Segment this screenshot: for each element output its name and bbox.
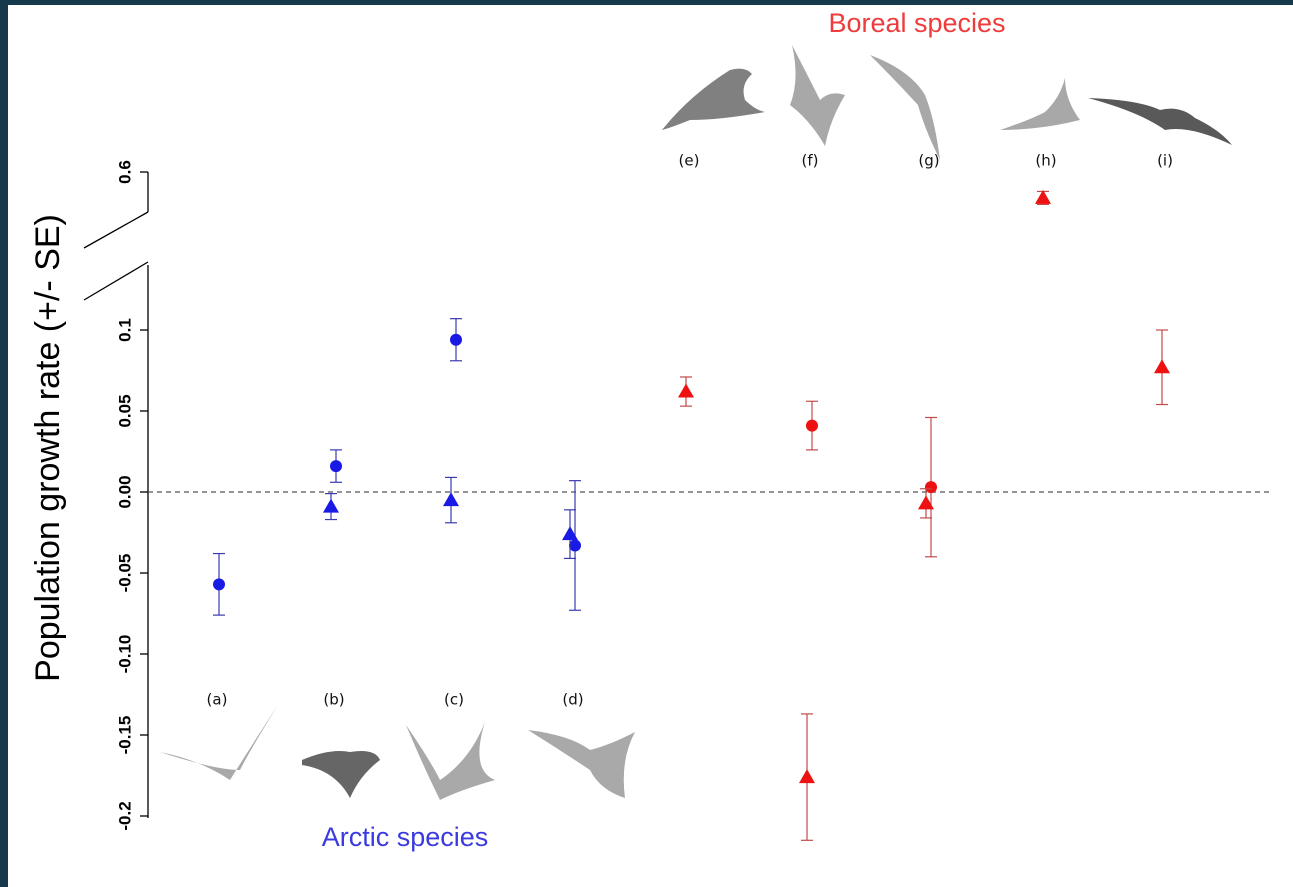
point [925,481,937,494]
category-label: (h) [1035,152,1056,170]
category-label: (e) [679,152,700,170]
point [678,383,694,398]
category-label: (a) [207,691,228,709]
y-tick-label: 0.00 [115,475,134,508]
point [799,769,815,784]
axis-break [83,261,149,301]
y-tick-label: 0.1 [115,318,134,342]
point [806,419,818,432]
point [213,578,225,591]
bird-illustrations [160,45,1232,800]
point [569,539,581,552]
y-tick-label: -0.2 [115,801,134,830]
y-tick-label: -0.05 [115,554,134,593]
y-tick-label: 0.05 [115,394,134,427]
y-tick-label: 0.6 [115,160,134,184]
category-label: (g) [918,152,939,170]
category-label: (b) [323,691,344,709]
point [450,333,462,346]
category-label: (i) [1157,152,1173,170]
category-label: (f) [802,152,819,170]
category-label: (c) [444,691,464,709]
point [1154,359,1170,374]
point [1035,189,1051,204]
axis-break [83,211,149,249]
y-tick-label: -0.15 [115,716,134,755]
point [323,498,339,513]
point [330,460,342,473]
point [562,526,578,541]
y-tick-label: -0.10 [115,635,134,674]
point [918,495,934,510]
annotation: Arctic species [322,822,489,852]
annotation: Boreal species [828,8,1005,38]
category-label: (d) [562,691,583,709]
y-axis-label: Population growth rate (+/- SE) [29,214,67,682]
point [443,492,459,507]
plot-background [8,5,1293,887]
